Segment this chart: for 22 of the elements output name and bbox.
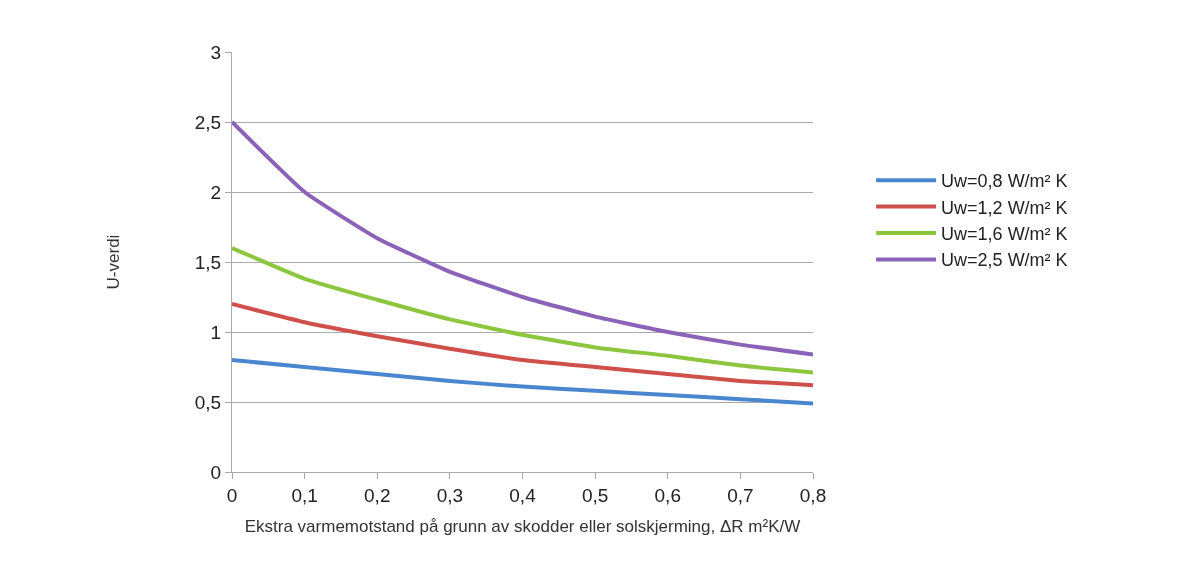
x-tick-label: 0,8 xyxy=(799,484,827,506)
x-tick-label: 0,4 xyxy=(509,484,537,506)
legend-label: Uw=1,6 W/m² K xyxy=(941,224,1068,245)
x-tick-label: 0 xyxy=(226,484,238,506)
y-tick-label: 2 xyxy=(210,181,222,203)
y-tick-label: 1 xyxy=(210,321,222,343)
x-tick-label: 0,7 xyxy=(727,484,754,506)
y-tick-label: 0,5 xyxy=(194,391,222,413)
y-tick-label: 1,5 xyxy=(194,251,222,273)
legend-label: Uw=0,8 W/m² K xyxy=(941,171,1068,192)
legend-label: Uw=2,5 W/m² K xyxy=(941,250,1068,271)
y-tick-label: 3 xyxy=(210,41,222,63)
legend-label: Uw=1,2 W/m² K xyxy=(941,197,1068,218)
x-tick-label: 0,2 xyxy=(364,484,391,506)
x-axis-title: Ekstra varmemotstand på grunn av skodder eller solskjerming, ΔR m²K/W xyxy=(244,517,801,537)
x-tick-label: 0,5 xyxy=(581,484,609,506)
x-tick-label: 0,1 xyxy=(291,484,318,506)
y-tick-label: 0 xyxy=(210,461,222,483)
x-tick-label: 0,3 xyxy=(436,484,464,506)
y-tick-label: 2,5 xyxy=(194,111,222,133)
y-axis-title: U-verdi xyxy=(104,234,124,290)
x-tick-label: 0,6 xyxy=(654,484,681,506)
